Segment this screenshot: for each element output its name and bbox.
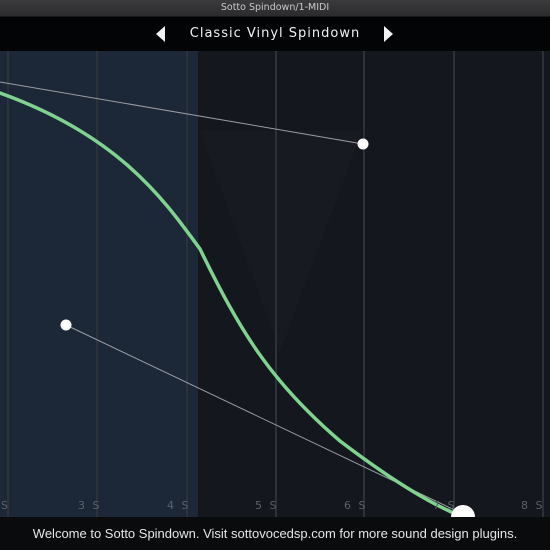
curve-svg (0, 51, 544, 517)
control-handle-top[interactable] (357, 138, 369, 150)
control-handle-bottom[interactable] (60, 319, 72, 331)
spindown-curve-editor[interactable]: S 3 S 4 S 5 S 6 S 7 S 8 S (0, 51, 550, 517)
tick-label-2s: S (1, 499, 10, 512)
preset-name[interactable]: Classic Vinyl Spindown (189, 26, 361, 41)
tick-label-3s: 3 S (78, 499, 102, 512)
end-point-handle[interactable] (451, 505, 475, 517)
status-bar: Welcome to Sotto Spindown. Visit sottovo… (0, 517, 550, 550)
next-preset-icon[interactable] (381, 25, 395, 43)
status-message: Welcome to Sotto Spindown. Visit sottovo… (32, 526, 518, 541)
tick-label-8s: 8 S (521, 499, 545, 512)
preset-bar: Classic Vinyl Spindown (0, 17, 550, 51)
window-title: Sotto Spindown/1-MIDI (220, 2, 330, 13)
center-shade (200, 131, 362, 351)
tick-label-4s: 4 S (167, 499, 191, 512)
previous-preset-icon[interactable] (154, 25, 168, 43)
spindown-curve[interactable] (0, 91, 465, 517)
handle-line-top (0, 81, 364, 145)
tick-label-7s: 7 S (433, 499, 457, 512)
window-titlebar: Sotto Spindown/1-MIDI (0, 0, 550, 17)
tick-label-5s: 5 S (255, 499, 279, 512)
tick-label-6s: 6 S (344, 499, 368, 512)
active-region (0, 51, 198, 517)
